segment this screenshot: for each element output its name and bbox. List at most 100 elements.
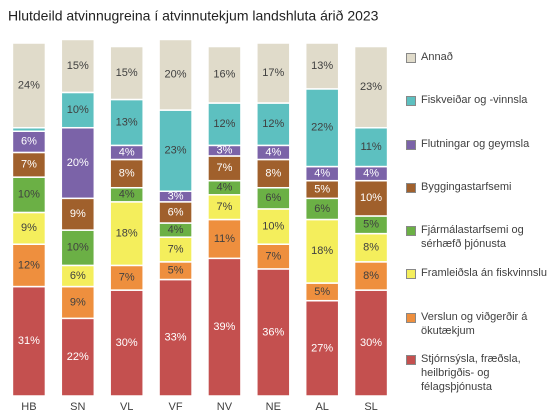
- legend-item: Verslun og viðgerðir á ökutækjum: [406, 310, 556, 338]
- data-label: 7%: [216, 162, 232, 174]
- data-label: 9%: [21, 222, 37, 234]
- data-label: 5%: [363, 219, 379, 231]
- bar-segment: [256, 158, 291, 189]
- bar-segment: [60, 317, 96, 397]
- legend-label: Framleiðsla án fiskvinnslu: [421, 267, 547, 279]
- data-label: 22%: [311, 122, 333, 134]
- bar-segment: [304, 218, 340, 284]
- bar-segment: [256, 42, 291, 104]
- data-label: 33%: [165, 332, 187, 344]
- bar-segment: [109, 158, 144, 189]
- data-label: 4%: [314, 168, 330, 180]
- bar-segment: [109, 264, 144, 291]
- x-tick-label: NE: [266, 401, 281, 413]
- data-label: 9%: [70, 296, 86, 308]
- data-label: 39%: [213, 321, 235, 333]
- data-label: 6%: [314, 203, 330, 215]
- data-label: 12%: [213, 118, 235, 130]
- data-label: 22%: [67, 351, 89, 363]
- bar-segment: [256, 243, 291, 270]
- data-label: 8%: [363, 242, 379, 254]
- data-label: 7%: [168, 243, 184, 255]
- legend-label: Byggingastarfsemi: [421, 181, 512, 193]
- x-tick-label: SL: [364, 401, 377, 413]
- data-label: 8%: [363, 270, 379, 282]
- bar-segment: [158, 278, 193, 397]
- data-label: 7%: [21, 159, 37, 171]
- data-label: 20%: [67, 157, 89, 169]
- legend-label: Stjórnsýsla, fræðsla, heilbrigðis- og fé…: [421, 353, 521, 393]
- legend-item: Byggingastarfsemi: [406, 180, 556, 194]
- bar-segment: [11, 176, 47, 214]
- legend-swatch: [406, 140, 416, 150]
- data-label: 4%: [168, 224, 184, 236]
- bar-segment: [60, 126, 96, 200]
- data-label: 7%: [119, 272, 135, 284]
- bar-segment: [60, 38, 96, 94]
- bar-segment: [11, 42, 47, 129]
- data-label: 11%: [360, 141, 381, 153]
- data-label: 4%: [265, 146, 281, 158]
- data-label: 6%: [21, 136, 37, 148]
- bar-segment: [158, 109, 193, 193]
- data-label: 10%: [18, 189, 40, 201]
- legend-label: Flutningar og geymsla: [421, 138, 530, 150]
- data-label: 7%: [265, 250, 281, 262]
- x-tick-label: VL: [120, 401, 133, 413]
- data-label: 7%: [216, 201, 232, 213]
- data-label: 4%: [363, 168, 379, 180]
- bar-segment: [60, 285, 96, 320]
- legend-swatch: [406, 313, 416, 323]
- data-label: 18%: [116, 228, 138, 240]
- bar-segment: [207, 102, 242, 147]
- data-label: 15%: [67, 60, 89, 72]
- data-label: 10%: [67, 242, 89, 254]
- bar-segment: [353, 45, 389, 129]
- bar-segment: [11, 285, 47, 397]
- bar-segment: [60, 229, 96, 267]
- data-label: 23%: [165, 145, 187, 157]
- data-label: 8%: [119, 168, 135, 180]
- bar-segment: [304, 88, 340, 168]
- chart-title: Hlutdeild atvinnugreina í atvinnutekjum …: [8, 8, 379, 24]
- bar-segment: [109, 98, 144, 147]
- data-label: 13%: [311, 60, 333, 72]
- x-tick-label: AL: [315, 401, 328, 413]
- data-label: 10%: [360, 192, 382, 204]
- data-label: 30%: [116, 337, 138, 349]
- bar-segment: [304, 299, 340, 397]
- legend-item: Fiskveiðar og -vinnsla: [406, 93, 556, 107]
- data-label: 30%: [360, 337, 382, 349]
- legend-item: Stjórnsýsla, fræðsla, heilbrigðis- og fé…: [406, 352, 556, 394]
- bar-segment: [109, 289, 144, 397]
- data-label: 10%: [262, 220, 284, 232]
- bar-segment: [353, 289, 389, 397]
- data-label: 3%: [216, 145, 232, 157]
- data-label: 17%: [262, 67, 284, 79]
- data-label: 4%: [216, 182, 232, 194]
- x-tick-label: HB: [21, 401, 36, 413]
- bar-segment: [60, 197, 96, 231]
- legend-item: Flutningar og geymsla: [406, 137, 556, 151]
- bar-segment: [11, 211, 47, 245]
- data-label: 5%: [168, 265, 184, 277]
- data-label: 9%: [70, 208, 86, 220]
- data-label: 16%: [213, 69, 235, 81]
- legend-swatch: [406, 183, 416, 193]
- data-label: 6%: [265, 192, 281, 204]
- data-label: 24%: [18, 79, 40, 91]
- data-label: 23%: [360, 81, 382, 93]
- bar-segment: [256, 268, 291, 397]
- data-label: 4%: [119, 189, 135, 201]
- data-label: 3%: [168, 190, 184, 202]
- data-label: 15%: [116, 67, 138, 79]
- legend-label: Fjármálastarfsemi og sérhæfð þjónusta: [421, 224, 524, 250]
- data-label: 5%: [314, 286, 330, 298]
- data-label: 13%: [116, 116, 138, 128]
- bar-segment: [304, 42, 340, 90]
- bar-segment: [207, 257, 242, 397]
- bar-segment: [60, 91, 96, 129]
- legend-label: Fiskveiðar og -vinnsla: [421, 94, 528, 106]
